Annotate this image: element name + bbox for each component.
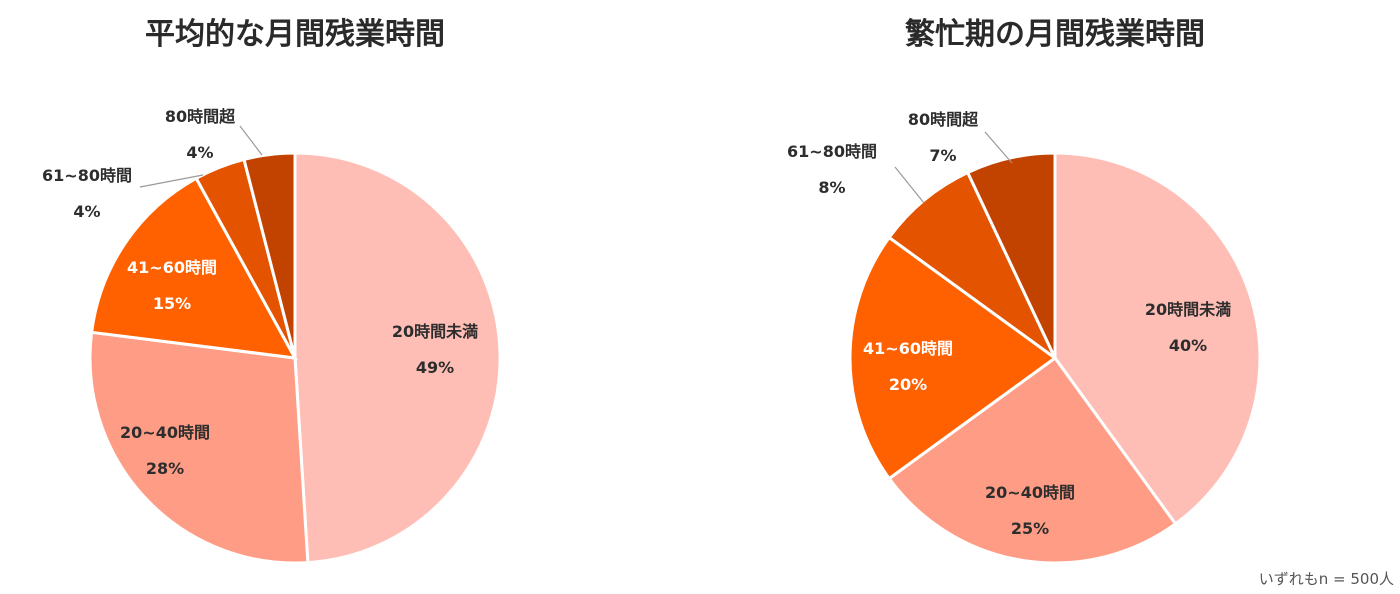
pie-slice-average-0 [293,151,502,565]
pie-slice-busy-4 [965,151,1057,359]
slice-label-busy-2: 41~60時間 [863,339,953,358]
slice-label-average-0: 20時間未満 [392,322,478,341]
chart-title-busy: 繁忙期の月間残業時間 [905,17,1205,52]
leader-line-busy-3 [894,166,925,204]
pie-slice-average-2 [89,176,298,360]
slice-label-average-4: 80時間超 [165,107,236,126]
pie-slice-average-4 [242,151,297,359]
slice-label-average-3: 61~80時間 [42,166,132,185]
pie-slice-busy-2 [848,235,1058,481]
slice-value-average-0: 49% [416,358,454,377]
slice-value-average-3: 4% [73,202,100,221]
slice-value-average-1: 28% [146,459,184,478]
pie-slice-busy-3 [887,170,1057,360]
slice-label-busy-1: 20~40時間 [985,483,1075,502]
pie-slice-busy-0 [1053,151,1262,526]
slice-label-average-2: 41~60時間 [127,258,217,277]
pie-slice-busy-1 [887,355,1178,565]
slice-value-busy-4: 7% [929,146,956,165]
slice-value-busy-1: 25% [1011,519,1049,538]
leader-line-average-3 [139,174,204,188]
leader-line-busy-4 [984,131,1013,164]
slice-value-average-4: 4% [186,143,213,162]
slice-label-busy-3: 61~80時間 [787,142,877,161]
slice-label-busy-0: 20時間未満 [1145,300,1231,319]
chart-title-average: 平均的な月間残業時間 [145,17,445,52]
slice-value-busy-0: 40% [1169,336,1207,355]
pie-busy: 20時間未満 40% 20~40時間 25% 41~60時間 20% 61~80時間 8% 80… [787,110,1262,565]
slice-label-average-1: 20~40時間 [120,423,210,442]
leader-line-average-4 [239,125,263,156]
slice-value-busy-2: 20% [889,375,927,394]
sample-size-note: いずれもn = 500人 [1259,570,1394,588]
pie-slice-average-1 [88,330,310,565]
slice-value-average-2: 15% [153,294,191,313]
slice-value-busy-3: 8% [818,178,845,197]
pie-average: 20時間未満 49% 20~40時間 28% 41~60時間 15% 61~80時間 4% 80… [42,107,502,565]
slice-label-busy-4: 80時間超 [908,110,979,129]
